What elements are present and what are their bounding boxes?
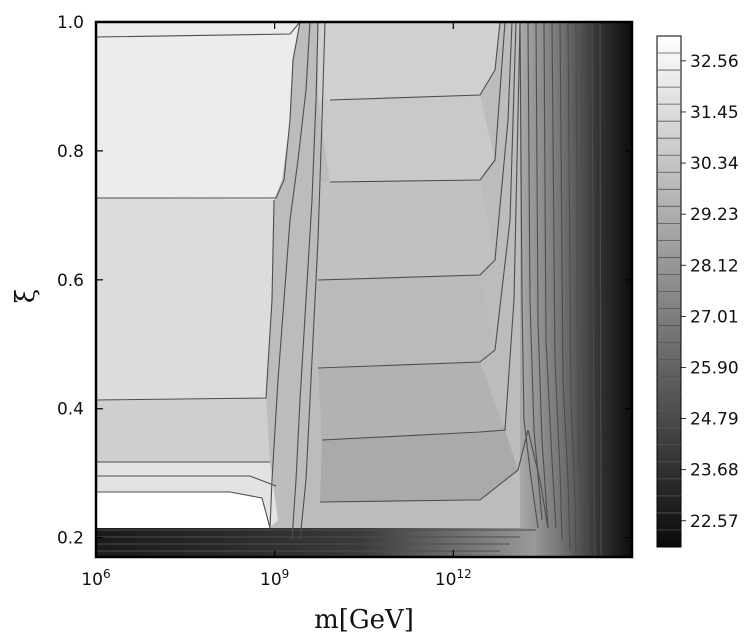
contour-line	[575, 22, 583, 557]
x-tick-label: 1012	[435, 567, 472, 590]
contour-line	[329, 22, 506, 183]
colorbar-label: 32.56	[690, 52, 739, 72]
colorbar: 32.56 31.45 30.34 29.23 28.12 27.01 25.90 24.79…	[656, 35, 739, 548]
contour-line	[519, 22, 539, 529]
colorbar-label: 22.57	[690, 512, 739, 532]
region-low-xi-band	[96, 528, 536, 557]
contour-line	[96, 22, 301, 199]
y-tick-label: 0.2	[57, 529, 84, 549]
y-tick-label: 0.4	[57, 400, 84, 420]
colorbar-label: 31.45	[690, 103, 739, 123]
contour-line	[96, 491, 271, 529]
x-axis-tick-labels: 106 109 1012	[81, 567, 471, 590]
contour-line	[559, 22, 571, 551]
x-axis-ticks	[95, 22, 454, 557]
colorbar-label: 25.90	[690, 358, 739, 378]
contour-line	[583, 22, 589, 557]
contour-line	[535, 22, 549, 529]
x-tick-label: 106	[81, 567, 110, 590]
y-axis-ticks	[96, 21, 632, 539]
colorbar-labels: 32.56 31.45 30.34 29.23 28.12 27.01 25.90 24.79…	[690, 52, 739, 532]
contour-line	[599, 22, 602, 557]
colorbar-label: 29.23	[690, 205, 739, 225]
contour-line	[317, 22, 517, 369]
region-left-mid	[96, 198, 274, 400]
contour-line	[96, 199, 275, 401]
plot-area	[96, 22, 632, 557]
y-axis-title: ξ	[11, 289, 41, 303]
contour-line	[527, 22, 543, 521]
contour-line	[591, 22, 596, 557]
y-tick-label: 1.0	[57, 13, 84, 33]
contour-line	[291, 22, 319, 541]
region-white-notch	[96, 492, 270, 528]
colorbar-label: 28.12	[690, 256, 739, 276]
colorbar-label: 23.68	[690, 461, 739, 481]
region-middle-6	[320, 430, 518, 502]
contour-line	[567, 22, 577, 557]
contour-line	[299, 22, 326, 541]
colorbar-label: 24.79	[690, 410, 739, 430]
x-axis-title: m[GeV]	[314, 605, 414, 635]
region-middle-4	[318, 275, 495, 368]
y-tick-label: 0.8	[57, 142, 84, 162]
region-notch-border	[96, 462, 278, 528]
contour-line	[319, 429, 549, 529]
y-axis-tick-labels: 0.2 0.4 0.6 0.8 1.0	[57, 13, 84, 549]
contour-lines	[96, 22, 602, 557]
y-tick-label: 0.6	[57, 271, 84, 291]
contour-line	[329, 22, 501, 101]
contour-line	[269, 22, 311, 529]
region-upper-middle-plateau	[318, 22, 500, 100]
plot-frame	[94, 20, 634, 559]
region-middle-2	[318, 95, 495, 182]
region-lower-middle-plateau	[318, 362, 505, 440]
contour-line	[317, 22, 513, 281]
colorbar-label: 30.34	[690, 154, 739, 174]
contour-line	[96, 475, 277, 487]
x-tick-label: 109	[260, 567, 289, 590]
contour-line	[551, 22, 563, 541]
colorbar-level-lines	[657, 52, 686, 531]
region-left-low	[96, 398, 270, 462]
colorbar-label: 27.01	[690, 307, 739, 327]
contour-line	[321, 22, 521, 441]
region-middle-3	[318, 180, 495, 280]
contour-line	[96, 22, 301, 38]
contour-line	[543, 22, 557, 529]
region-upper-left-plateau	[96, 22, 300, 200]
